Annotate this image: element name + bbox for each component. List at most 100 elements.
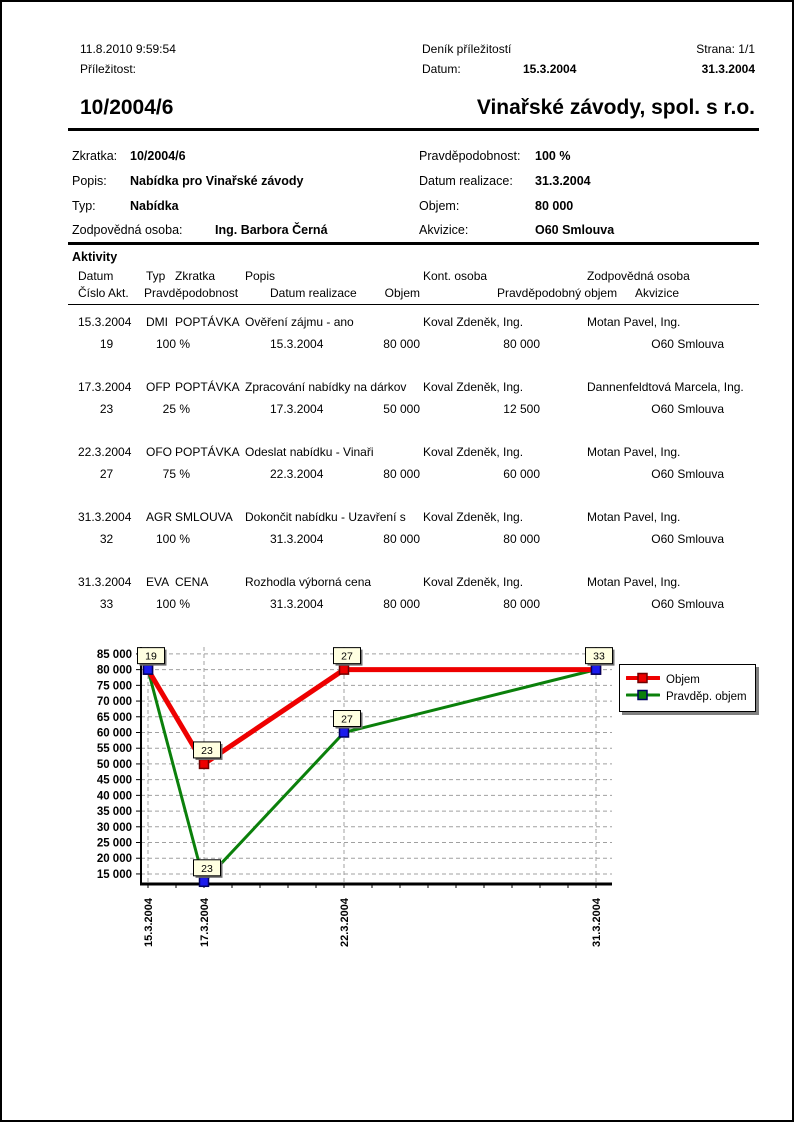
- cell-typ: OFP: [146, 380, 171, 394]
- cell-pravdepodobnost: 75 %: [162, 467, 190, 481]
- cell-popis: Rozhodla výborná cena: [245, 575, 372, 589]
- cell-kont_osoba: Koval Zdeněk, Ing.: [423, 575, 524, 589]
- y-axis-tick-label: 55 000: [97, 743, 132, 755]
- page-number: Strana: 1/1: [696, 42, 755, 56]
- cell-objem: 80 000: [383, 467, 420, 481]
- opportunity-label: Příležitost:: [80, 62, 137, 76]
- chart-series-line: [145, 667, 599, 767]
- chart-point-marker: [198, 758, 210, 770]
- cell-objem: 80 000: [383, 597, 420, 611]
- cell-zkratka: CENA: [175, 575, 209, 589]
- cell-kont_osoba: Koval Zdeněk, Ing.: [423, 510, 524, 524]
- cell-zodpovedna_osoba: Motan Pavel, Ing.: [587, 510, 681, 524]
- cell-pravdepodobny_objem: 60 000: [503, 467, 540, 481]
- detail-value: Nabídka: [130, 199, 179, 213]
- detail-value: 10/2004/6: [130, 149, 186, 163]
- cell-pravdepodobny_objem: 80 000: [503, 597, 540, 611]
- col-header-datum-realizace: Datum realizace: [270, 286, 357, 300]
- chart-point-label-box: [585, 647, 613, 665]
- table-header-rule: [68, 304, 759, 305]
- legend-swatch-icon: [625, 672, 661, 687]
- chart-point-marker: [338, 727, 350, 738]
- y-axis-tick-label: 15 000: [97, 869, 132, 881]
- chart-point-label: 27: [341, 651, 353, 663]
- cell-popis: Ověření zájmu - ano: [245, 315, 354, 329]
- y-axis-tick-label: 85 000: [97, 649, 132, 661]
- cell-typ: AGR: [146, 510, 173, 524]
- col-header-pravdepodobnost: Pravděpodobnost: [144, 286, 239, 300]
- chart-point-label-box: [137, 647, 165, 665]
- chart-point-marker: [142, 664, 154, 675]
- col-header-pravdepodobny-objem: Pravděpodobný objem: [497, 286, 618, 300]
- cell-pravdepodobny_objem: 80 000: [503, 337, 540, 351]
- cell-datum: 31.3.2004: [78, 575, 132, 589]
- cell-objem: 80 000: [383, 337, 420, 351]
- detail-label: Popis:: [72, 174, 107, 188]
- chart-point-label-box: [193, 859, 221, 877]
- activity-chart: 15 000 20 000 25 000 30 000 35 000 40 000 45 0…: [97, 647, 615, 947]
- detail-value: Nabídka pro Vinařské závody: [130, 174, 304, 188]
- cell-typ: DMI: [146, 315, 168, 329]
- detail-value: 80 000: [535, 199, 574, 213]
- detail-label: Zodpovědná osoba:: [72, 223, 183, 237]
- cell-datum: 15.3.2004: [78, 315, 132, 329]
- detail-value: 31.3.2004: [535, 174, 591, 188]
- legend-label: Objem: [666, 673, 700, 686]
- cell-objem: 80 000: [383, 532, 420, 546]
- cell-datum_realizace: 31.3.2004: [270, 597, 324, 611]
- cell-zkratka: POPTÁVKA: [175, 315, 240, 329]
- detail-value: O60 Smlouva: [535, 223, 615, 237]
- chart-point-label-box: [333, 647, 361, 665]
- cell-datum: 31.3.2004: [78, 510, 132, 524]
- cell-akvizice: O60 Smlouva: [651, 597, 724, 611]
- chart-series-line: [146, 668, 598, 884]
- title-rule: [68, 128, 759, 131]
- col-header-zodpovedna-osoba: Zodpovědná osoba: [587, 269, 690, 283]
- legend-label: Pravděp. objem: [666, 690, 747, 703]
- y-axis-tick-label: 30 000: [97, 822, 132, 834]
- detail-label: Akvizice:: [419, 223, 469, 237]
- cell-datum_realizace: 15.3.2004: [270, 337, 324, 351]
- col-header-akvizice: Akvizice: [635, 286, 680, 300]
- y-axis-tick-label: 75 000: [97, 680, 132, 692]
- date-to: 31.3.2004: [701, 62, 755, 76]
- x-axis-tick-label: 22.3.2004: [339, 897, 351, 947]
- y-axis-tick-label: 20 000: [97, 853, 132, 865]
- chart-point-marker: [198, 876, 210, 888]
- cell-cislo_akt: 32: [99, 532, 114, 546]
- opportunity-code: 10/2004/6: [80, 96, 174, 119]
- cell-pravdepodobny_objem: 12 500: [503, 402, 540, 416]
- cell-typ: EVA: [146, 575, 170, 589]
- cell-akvizice: O60 Smlouva: [651, 467, 724, 481]
- col-header-zkratka: Zkratka: [175, 269, 216, 283]
- chart-point-label-box: [193, 741, 221, 759]
- date-from: 15.3.2004: [523, 62, 577, 76]
- detail-label: Objem:: [419, 199, 460, 213]
- cell-kont_osoba: Koval Zdeněk, Ing.: [423, 315, 524, 329]
- cell-zodpovedna_osoba: Motan Pavel, Ing.: [587, 315, 681, 329]
- cell-datum: 17.3.2004: [78, 380, 132, 394]
- y-axis-tick-label: 50 000: [97, 759, 132, 771]
- cell-cislo_akt: 23: [99, 402, 114, 416]
- report-title: Deník příležitostí: [422, 42, 512, 56]
- cell-zodpovedna_osoba: Dannenfeldtová Marcela, Ing.: [587, 380, 744, 394]
- chart-legend: Objem Pravděp. objem: [619, 664, 756, 712]
- company-name: Vinařské závody, spol. s r.o.: [476, 96, 755, 119]
- cell-kont_osoba: Koval Zdeněk, Ing.: [423, 380, 524, 394]
- col-header-cislo-akt: Číslo Akt.: [78, 286, 129, 300]
- y-axis-tick-label: 60 000: [97, 727, 132, 739]
- y-axis-tick-label: 45 000: [97, 775, 132, 787]
- chart-point-marker: [338, 664, 350, 675]
- date-label: Datum:: [422, 62, 461, 76]
- cell-zodpovedna_osoba: Motan Pavel, Ing.: [587, 575, 681, 589]
- cell-popis: Zpracování nabídky na dárkov: [245, 380, 407, 394]
- table-row: 17.3.2004 OFP POPTÁVKA Zpracování nabídky n…: [2, 380, 792, 420]
- cell-popis: Dokončit nabídku - Uzavření s: [245, 510, 406, 524]
- cell-cislo_akt: 19: [99, 337, 114, 351]
- cell-popis: Odeslat nabídku - Vinaři: [245, 445, 374, 459]
- cell-pravdepodobnost: 100 %: [155, 597, 190, 611]
- cell-datum_realizace: 31.3.2004: [270, 532, 324, 546]
- cell-zkratka: POPTÁVKA: [175, 380, 240, 394]
- col-header-datum: Datum: [78, 269, 114, 283]
- cell-pravdepodobnost: 100 %: [155, 532, 190, 546]
